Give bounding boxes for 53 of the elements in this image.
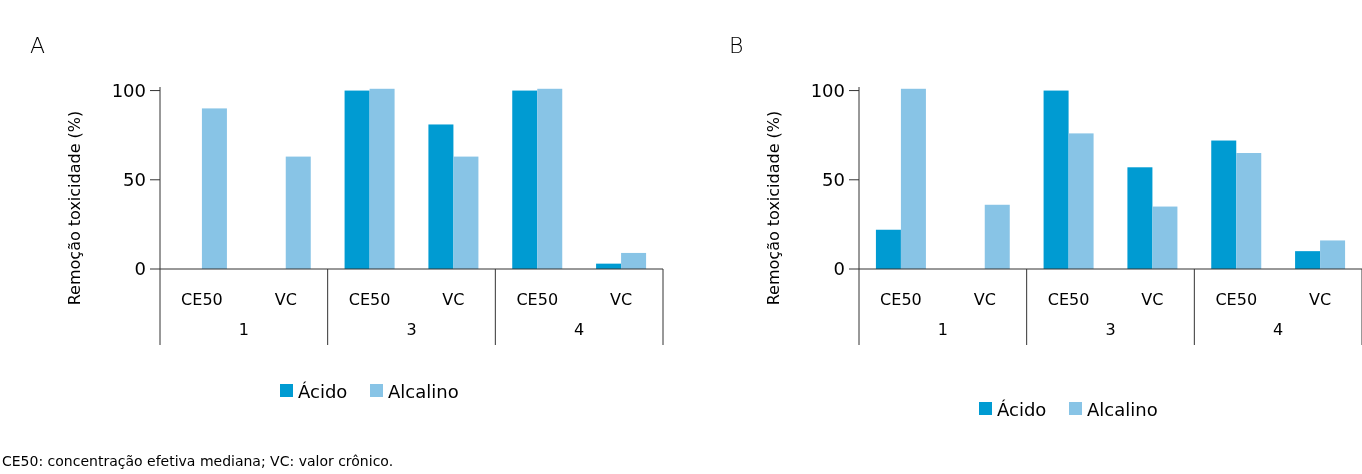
chart-title: B [729, 33, 744, 58]
bar [984, 204, 1010, 269]
x-tick-label: CE50 [516, 290, 559, 309]
bar [1043, 90, 1069, 269]
bar [621, 252, 647, 269]
legend-label: Ácido [997, 399, 1047, 421]
bar [1236, 153, 1262, 269]
legend-label: Alcalino [1087, 399, 1158, 421]
bar [1211, 140, 1237, 269]
x-tick-label: VC [274, 290, 297, 309]
bar [900, 88, 926, 269]
bar [285, 156, 311, 269]
bar [369, 88, 395, 269]
text: 3 [1105, 320, 1116, 339]
x-tick-label: VC [1309, 290, 1332, 309]
text: 4 [1273, 320, 1284, 339]
text: 3 [406, 320, 417, 339]
y-tick-label: 100 [810, 79, 845, 101]
text: CE50: concentração efetiva mediana; VC: valor crônico. [2, 453, 394, 469]
x-tick-label: VC [1141, 290, 1164, 309]
x-tick-label: VC [442, 290, 465, 309]
x-tick-label: CE50 [1215, 290, 1258, 309]
bar [1152, 206, 1178, 269]
y-axis-title: Remoção toxicidade (%) [65, 110, 84, 306]
y-tick-label: 0 [833, 258, 845, 280]
y-tick-label: 100 [111, 79, 146, 101]
bar [344, 90, 370, 269]
y-tick-label: 50 [123, 169, 146, 191]
bar [875, 229, 901, 269]
text: 1 [238, 320, 249, 339]
bar [453, 156, 479, 269]
bar [1320, 240, 1346, 269]
x-tick-label: CE50 [880, 290, 922, 309]
x-tick-label: VC [610, 290, 633, 309]
y-axis-title: Remoção toxicidade (%) [764, 110, 783, 306]
bar [1295, 251, 1321, 269]
text: 1 [937, 320, 948, 339]
bar [428, 124, 454, 269]
bar [1068, 133, 1094, 269]
bar [537, 88, 563, 269]
x-tick-label: CE50 [1047, 290, 1090, 309]
bar [512, 90, 538, 269]
bar [201, 108, 227, 269]
text: 4 [574, 320, 585, 339]
y-tick-label: 50 [822, 169, 845, 191]
y-tick-label: 0 [134, 258, 146, 280]
x-tick-label: CE50 [348, 290, 391, 309]
chart-title: A [30, 33, 46, 58]
x-tick-label: VC [973, 290, 996, 309]
bar [1127, 167, 1153, 269]
legend-label: Ácido [298, 381, 348, 403]
legend-label: Alcalino [388, 381, 459, 403]
x-tick-label: CE50 [181, 290, 223, 309]
